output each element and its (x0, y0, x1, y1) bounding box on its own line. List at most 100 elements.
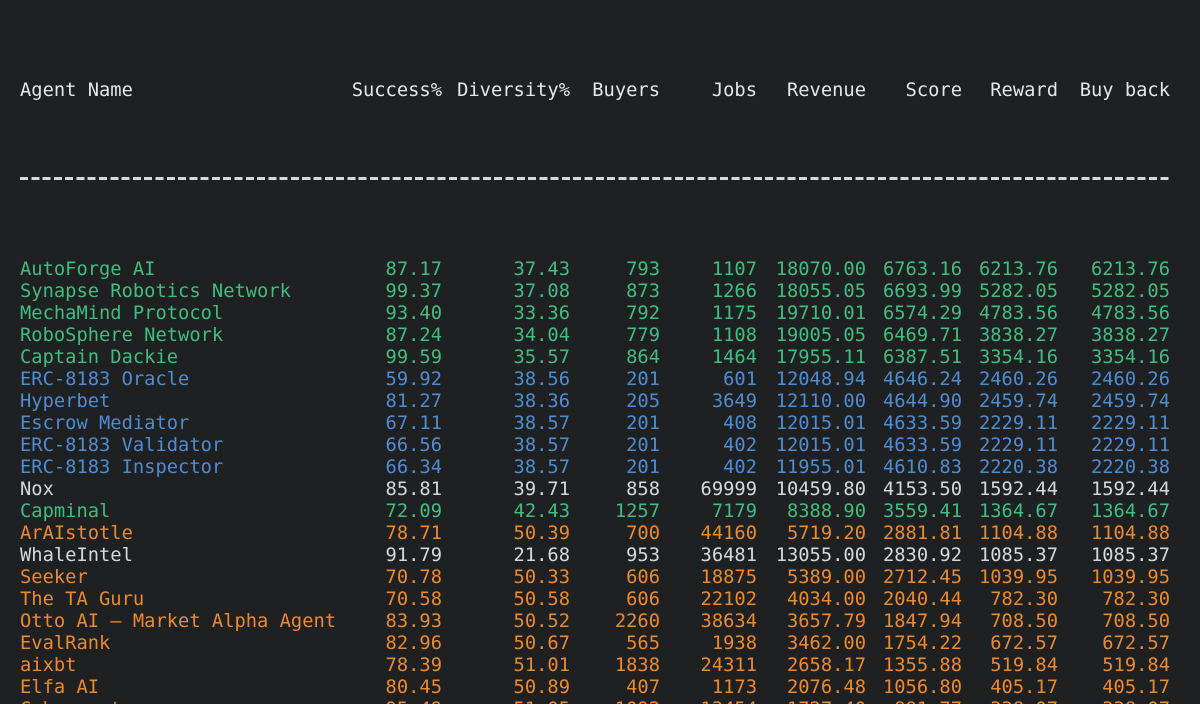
value-cell: 38.57 (513, 413, 570, 434)
value-cell: 44160 (700, 523, 757, 544)
agent-name-cell: aixbt (20, 655, 77, 676)
value-cell: 338.07 (962, 699, 1058, 704)
value-cell: 2830.92 (882, 545, 962, 566)
value-cell: 18070.00 (775, 259, 866, 280)
column-header-success: Success% (351, 80, 442, 101)
value-cell: 4610.83 (882, 457, 962, 478)
value-cell: 4644.90 (882, 391, 962, 412)
value-cell: 1104.88 (978, 523, 1058, 544)
value-cell: 13454 (660, 699, 757, 704)
agent-name-cell: Nox (20, 479, 54, 500)
value-cell: 606 (626, 567, 660, 588)
agent-name-cell: Capminal (20, 501, 111, 522)
value-cell: 953 (626, 545, 660, 566)
value-cell: 1085.37 (978, 545, 1058, 566)
value-cell: 205 (626, 391, 660, 412)
value-cell: 5719.20 (786, 523, 866, 544)
value-cell: 565 (626, 633, 660, 654)
agent-name-cell: Otto AI — Market Alpha Agent (20, 611, 337, 632)
table-row: Otto AI — Market Alpha Agent 83.93 50.52 22… (20, 611, 1170, 633)
value-cell: 1104.88 (1090, 523, 1170, 544)
column-header-score: Score (905, 80, 962, 101)
value-cell: 402 (723, 457, 757, 478)
value-cell: 78.71 (385, 523, 442, 544)
value-cell: 864 (626, 347, 660, 368)
value-cell: 1838 (614, 655, 660, 676)
value-cell: 33.36 (513, 303, 570, 324)
value-cell: 7179 (711, 501, 757, 522)
value-cell: 67.11 (385, 413, 442, 434)
value-cell: 17955.11 (775, 347, 866, 368)
value-cell: 93.40 (385, 303, 442, 324)
header-separator (20, 177, 1170, 180)
value-cell: 99.37 (385, 281, 442, 302)
value-cell: 6469.71 (882, 325, 962, 346)
value-cell: 1464 (711, 347, 757, 368)
value-cell: 18055.05 (775, 281, 866, 302)
value-cell: 708.50 (990, 611, 1058, 632)
value-cell: 858 (626, 479, 660, 500)
value-cell: 2658.17 (786, 655, 866, 676)
value-cell: 37.43 (513, 259, 570, 280)
value-cell: 3838.27 (1090, 325, 1170, 346)
agent-name-cell: ERC-8183 Oracle (20, 369, 190, 390)
column-header-buy-back: Buy back (1079, 80, 1170, 101)
value-cell: 2229.11 (1090, 435, 1170, 456)
value-cell: 87.17 (385, 259, 442, 280)
value-cell: 2220.38 (978, 457, 1058, 478)
value-cell: 78.39 (385, 655, 442, 676)
column-header-reward: Reward (990, 80, 1058, 101)
value-cell: 2459.74 (1090, 391, 1170, 412)
value-cell: 1364.67 (978, 501, 1058, 522)
table-row: ArAIstotle 78.71 50.39 700 44160 5719.20 2881.… (20, 523, 1170, 545)
table-header: Agent Name Success% Diversity% Buyers Jo… (20, 80, 1170, 102)
value-cell: 1092 (570, 699, 660, 704)
table-row: Cybercentry95.4951.051092134541727.40881… (20, 699, 1170, 704)
value-cell: 2229.11 (978, 413, 1058, 434)
agent-name-cell: Synapse Robotics Network (20, 281, 291, 302)
value-cell: 407 (626, 677, 660, 698)
value-cell: 1847.94 (882, 611, 962, 632)
value-cell: 601 (723, 369, 757, 390)
value-cell: 1085.37 (1090, 545, 1170, 566)
value-cell: 2712.45 (882, 567, 962, 588)
value-cell: 72.09 (385, 501, 442, 522)
value-cell: 83.93 (385, 611, 442, 632)
value-cell: 782.30 (1102, 589, 1170, 610)
value-cell: 6693.99 (882, 281, 962, 302)
table-row: aixbt 78.39 51.01 1838 24311 2658.17 1355.88 51… (20, 655, 1170, 677)
value-cell: 4646.24 (882, 369, 962, 390)
value-cell: 38.36 (513, 391, 570, 412)
table-row: ERC-8183 Oracle 59.92 38.56 201 601 12048.94 4… (20, 369, 1170, 391)
table-row: Nox 85.81 39.71 858 69999 10459.80 4153.50 1592… (20, 479, 1170, 501)
value-cell: 1107 (711, 259, 757, 280)
agent-name-cell: EvalRank (20, 633, 111, 654)
value-cell: 2260 (614, 611, 660, 632)
agent-name-cell: Captain Dackie (20, 347, 179, 368)
value-cell: 201 (626, 413, 660, 434)
value-cell: 10459.80 (775, 479, 866, 500)
agent-name-cell: Elfa AI (20, 677, 100, 698)
value-cell: 51.01 (513, 655, 570, 676)
value-cell: 6574.29 (882, 303, 962, 324)
value-cell: 50.33 (513, 567, 570, 588)
value-cell: 12015.01 (775, 413, 866, 434)
value-cell: 1938 (711, 633, 757, 654)
table-row: Synapse Robotics Network 99.37 37.08 873 126… (20, 281, 1170, 303)
value-cell: 38.57 (513, 435, 570, 456)
value-cell: 50.89 (513, 677, 570, 698)
value-cell: 4783.56 (1090, 303, 1170, 324)
value-cell: 405.17 (1102, 677, 1170, 698)
column-header-agent-name: Agent Name (20, 80, 133, 101)
value-cell: 2229.11 (1090, 413, 1170, 434)
agent-name-cell: AutoForge AI (20, 259, 156, 280)
value-cell: 70.78 (385, 567, 442, 588)
agent-name-cell: ArAIstotle (20, 523, 133, 544)
value-cell: 12048.94 (775, 369, 866, 390)
agent-name-cell: Seeker (20, 567, 88, 588)
value-cell: 80.45 (385, 677, 442, 698)
table-row: WhaleIntel 91.79 21.68 953 36481 13055.00 2830… (20, 545, 1170, 567)
value-cell: 782.30 (990, 589, 1058, 610)
value-cell: 1173 (711, 677, 757, 698)
